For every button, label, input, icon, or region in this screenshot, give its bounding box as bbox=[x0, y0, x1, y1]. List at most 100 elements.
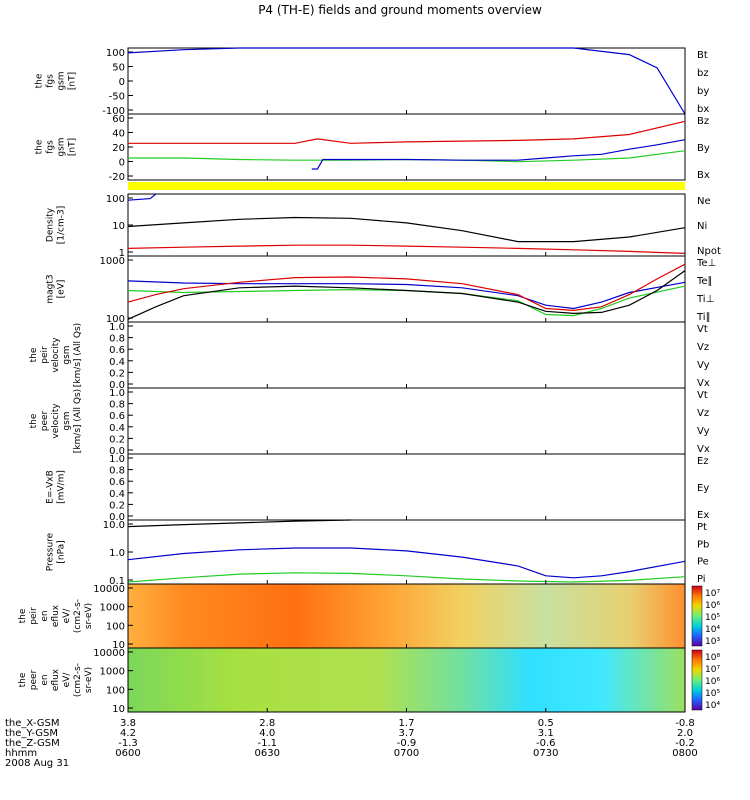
x-row-value: -1.3 bbox=[118, 738, 138, 749]
legend-label-Bz: Bz bbox=[697, 116, 709, 127]
x-axis-annotations: the_X-GSM 3.8 2.8 1.7 0.5 -0.8 the_Y-GSM 4.2 4.0… bbox=[5, 718, 698, 769]
legend-label-Vx: Vx bbox=[697, 378, 710, 389]
x-row-value: 0700 bbox=[394, 748, 419, 759]
y-tick-label: 1.0 bbox=[109, 388, 125, 399]
yellow-flag-bar bbox=[128, 182, 685, 190]
panel-frame bbox=[127, 47, 686, 115]
colorbar-tick-label: 10⁵ bbox=[705, 689, 720, 699]
y-axis-label-line: peir bbox=[40, 346, 50, 364]
colorbar bbox=[691, 649, 703, 711]
y-axis-label-line: the bbox=[18, 672, 28, 687]
y-axis-label-line: eflux bbox=[51, 668, 61, 691]
legend-label-Vz: Vz bbox=[697, 342, 709, 353]
y-axis-label-line: [eV] bbox=[57, 280, 67, 299]
y-axis-label-line: (cm2-s- bbox=[73, 599, 83, 633]
colorbar-tick-label: 10³ bbox=[705, 637, 720, 647]
panel-peer_eflux: 10⁸ 10⁷ 10⁶ 10⁵ 10⁴ 10000 1000 100 10 the peer en ef… bbox=[18, 647, 720, 715]
legend-label-Ti∥: Ti∥ bbox=[696, 312, 711, 323]
panel-frame bbox=[127, 321, 686, 389]
y-tick-label: 0.6 bbox=[109, 411, 125, 422]
y-tick-label: 0.4 bbox=[109, 357, 125, 368]
colorbar-tick-label: 10⁷ bbox=[705, 665, 720, 675]
y-axis-label-line: gsm bbox=[57, 137, 67, 156]
panel-density: 100 10 1 Density [1/cm-3] Ne Ni Npot bbox=[46, 193, 721, 259]
y-tick-label: 0.8 bbox=[109, 466, 125, 477]
colorbar-tick-label: 10⁶ bbox=[705, 601, 720, 611]
y-tick-label: 40 bbox=[112, 129, 125, 140]
x-row-value: -0.6 bbox=[536, 738, 556, 749]
legend-label-Ey: Ey bbox=[697, 483, 709, 494]
y-axis-label-line: fgs bbox=[46, 140, 56, 154]
series-line-Pt bbox=[127, 519, 351, 528]
legend-label-Ni: Ni bbox=[697, 221, 707, 232]
series-line-Bz bbox=[128, 120, 686, 144]
y-tick-label: 0.2 bbox=[109, 500, 125, 511]
y-tick-label: 0.1 bbox=[109, 576, 125, 587]
y-tick-label: 0.6 bbox=[109, 477, 125, 488]
x-row-value: 0630 bbox=[255, 748, 280, 759]
x-row-label-the_X-GSM: the_X-GSM bbox=[5, 718, 59, 729]
y-axis-label-line: sr-eV) bbox=[84, 603, 94, 629]
y-axis-label-line: the bbox=[35, 139, 45, 154]
y-axis-label-line: gsm bbox=[57, 71, 67, 90]
y-tick-label: 10000 bbox=[93, 648, 125, 659]
legend-label-Te⊥: Te⊥ bbox=[696, 258, 716, 269]
colorbar-tick-label: 10⁷ bbox=[705, 589, 720, 599]
y-tick-label: 0.6 bbox=[109, 345, 125, 356]
series-line-Pe bbox=[127, 572, 686, 583]
panel-fgs_gsm_components: 60 40 20 0 -20 the fgs gsm [nT] Bz By Bx bbox=[35, 113, 710, 183]
legend-label-Ez: Ez bbox=[697, 456, 709, 467]
y-axis-label-line: the bbox=[29, 347, 39, 362]
series-line-Bx bbox=[311, 139, 686, 170]
legend-label-by: by bbox=[697, 86, 709, 97]
y-tick-label: 20 bbox=[112, 143, 125, 154]
y-axis-label-line: peir bbox=[29, 607, 39, 625]
x-row-value: -0.9 bbox=[397, 738, 417, 749]
y-tick-label: 0.0 bbox=[109, 380, 125, 391]
y-axis-label-line: gsm bbox=[62, 411, 72, 430]
y-axis-label-line: en bbox=[40, 610, 50, 621]
x-row-value: 1.7 bbox=[399, 718, 415, 729]
y-axis-label-line: the bbox=[18, 608, 28, 623]
legend-label-Bx: Bx bbox=[697, 170, 710, 181]
spectrogram-peer_eflux bbox=[128, 648, 685, 712]
y-axis-label-line: the bbox=[29, 413, 39, 428]
series-line-Ti⊥ bbox=[127, 280, 686, 310]
y-tick-label: 100 bbox=[106, 621, 125, 632]
panel-peir_eflux: 10⁷ 10⁶ 10⁵ 10⁴ 10³ 10000 1000 100 10 the peir en ef… bbox=[18, 583, 720, 651]
colorbar-tick-label: 10⁸ bbox=[705, 653, 720, 663]
x-row-value: 4.2 bbox=[120, 728, 136, 739]
panel-fgs_gsm_bt: 100 50 0 -50 -100 the fgs gsm [nT] Bt bz by bx bbox=[35, 47, 709, 117]
panel-frame bbox=[127, 113, 686, 181]
x-row-label-hhmm: hhmm bbox=[5, 748, 37, 759]
legend-label-Vt: Vt bbox=[697, 390, 708, 401]
y-axis-label-line: [nPa] bbox=[57, 540, 67, 563]
y-tick-label: 0.4 bbox=[109, 489, 125, 500]
legend-label-Pb: Pb bbox=[697, 539, 709, 550]
x-row-value: 3.1 bbox=[538, 728, 554, 739]
panel-temperature: 1000 100 magt3 [eV] Te⊥ Te∥ Ti⊥ Ti∥ bbox=[46, 255, 716, 325]
series-line-Ne bbox=[127, 244, 686, 254]
spectrogram-peir_eflux bbox=[128, 584, 685, 648]
colorbar-tick-label: 10⁵ bbox=[705, 613, 720, 623]
y-axis-label-line: gsm bbox=[62, 345, 72, 364]
x-row-value: -0.2 bbox=[675, 738, 695, 749]
y-axis-label-line: peer bbox=[29, 669, 39, 690]
y-axis-label-line: eV/ bbox=[62, 672, 72, 688]
y-tick-label: 1000 bbox=[100, 667, 125, 678]
y-tick-label: -20 bbox=[109, 172, 125, 183]
figure-title: P4 (TH-E) fields and ground moments over… bbox=[258, 3, 542, 17]
x-row-value: 3.8 bbox=[120, 718, 136, 729]
y-axis-label-line: the bbox=[35, 73, 45, 88]
x-row-value: 3.7 bbox=[399, 728, 415, 739]
y-tick-label: 0.8 bbox=[109, 400, 125, 411]
x-row-label-the_Y-GSM: the_Y-GSM bbox=[5, 728, 58, 739]
y-tick-label: 1000 bbox=[100, 603, 125, 614]
y-axis-label-line: E=-VxB bbox=[46, 470, 56, 504]
legend-label-Vy: Vy bbox=[697, 360, 710, 371]
legend-label-bx: bx bbox=[697, 104, 709, 115]
y-axis-label-line: eflux bbox=[51, 604, 61, 627]
series-line-Npot bbox=[127, 193, 157, 201]
x-row-value: 2.0 bbox=[677, 728, 693, 739]
